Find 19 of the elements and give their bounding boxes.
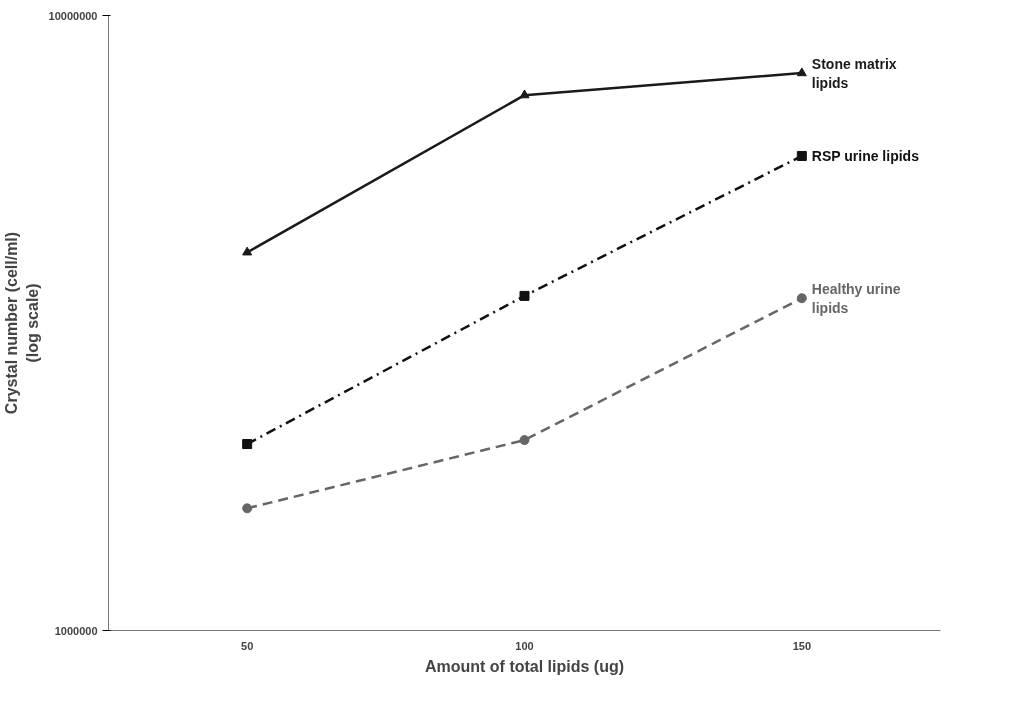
series-label: Healthy urine lipids bbox=[811, 280, 901, 316]
point bbox=[519, 290, 530, 301]
point bbox=[519, 89, 530, 99]
y-axis-title: Crystal number (cell/ml) (log scale) bbox=[3, 231, 41, 415]
y-tick-label: 10000000 bbox=[48, 9, 98, 22]
point bbox=[242, 503, 253, 514]
series-label: RSP urine lipids bbox=[811, 147, 920, 164]
x-tick-label: 50 bbox=[241, 639, 254, 652]
point bbox=[519, 435, 530, 446]
point bbox=[242, 439, 253, 450]
x-tick-label: 100 bbox=[515, 639, 534, 652]
y-tick-label: 1000000 bbox=[54, 624, 98, 637]
point bbox=[796, 150, 807, 161]
point bbox=[796, 293, 807, 304]
point bbox=[796, 67, 807, 77]
point bbox=[242, 246, 253, 256]
x-axis-title: Amount of total lipids (ug) bbox=[424, 657, 625, 675]
x-tick-label: 150 bbox=[792, 639, 812, 652]
series-label: Stone matrix lipids bbox=[811, 55, 897, 91]
